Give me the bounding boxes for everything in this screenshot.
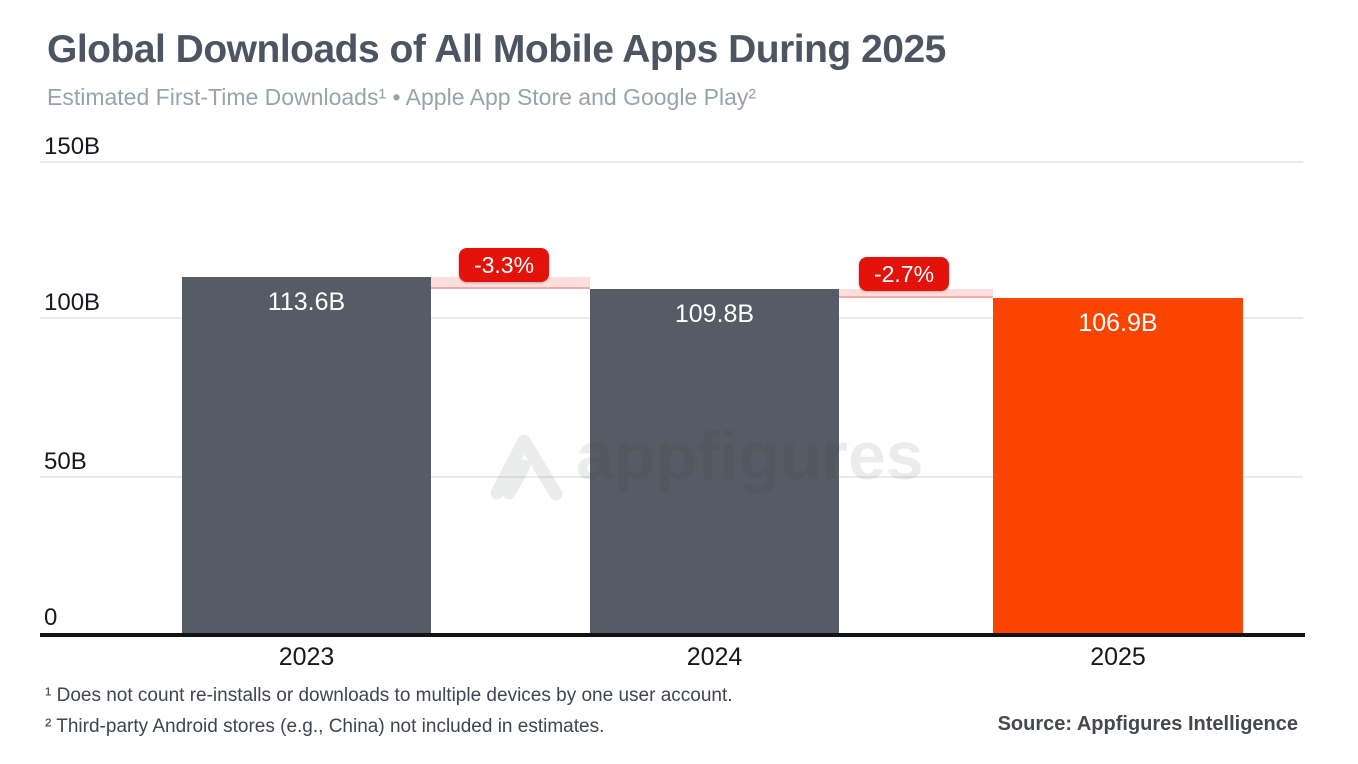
gridline-150b [40, 161, 1303, 163]
appfigures-logo-icon [490, 434, 563, 501]
y-tick-label-150b: 150B [44, 133, 101, 160]
x-tick-label-2025: 2025 [1090, 643, 1146, 671]
change-badge-2024-2025: -2.7% [858, 257, 950, 291]
bar-value-label-2023: 113.6B [267, 288, 346, 316]
footnote-1: ¹ Does not count re-installs or download… [45, 685, 733, 706]
bar-value-label-2024: 109.8B [674, 300, 755, 328]
chart-title: Global Downloads of All Mobile Apps Duri… [47, 28, 946, 71]
decline-band-2024-2025 [839, 289, 993, 298]
x-tick-label-2024: 2024 [686, 643, 743, 671]
bar-2023: 113.6B [182, 277, 431, 635]
bar-2024: 109.8B [590, 289, 839, 635]
bar-value-label-2025: 106.9B [1078, 309, 1158, 337]
y-tick-label-50b: 50B [44, 448, 87, 475]
chart-subtitle: Estimated First-Time Downloads¹ • Apple … [47, 84, 757, 110]
change-badge-2023-2024: -3.3% [458, 248, 550, 282]
x-tick-label-2023: 2023 [278, 643, 335, 671]
y-tick-label-100b: 100B [44, 289, 101, 316]
footnote-2: ² Third-party Android stores (e.g., Chin… [45, 716, 605, 737]
source-credit: Source: Appfigures Intelligence [997, 713, 1298, 735]
y-tick-label-0: 0 [44, 604, 58, 631]
bar-2025: 106.9B [993, 298, 1243, 635]
x-axis-line [40, 633, 1305, 637]
